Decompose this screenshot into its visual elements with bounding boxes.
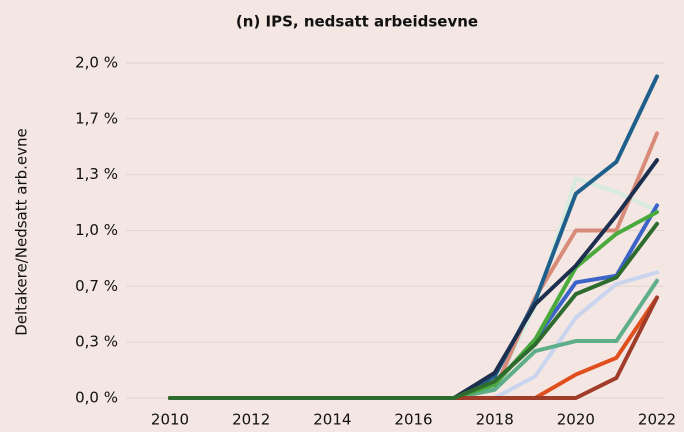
series-line — [168, 74, 659, 400]
series-line — [168, 221, 659, 400]
y-tick-label: 0,7 % — [75, 277, 118, 295]
y-tick-label: 1,3 % — [75, 165, 118, 183]
x-tick-label: 2014 — [313, 411, 351, 429]
x-tick-label: 2022 — [638, 411, 676, 429]
y-tick-label: 1,7 % — [75, 109, 118, 127]
x-tick-label: 2018 — [476, 411, 514, 429]
y-tick-label: 0,3 % — [75, 333, 118, 351]
x-tick-label: 2016 — [394, 411, 432, 429]
x-tick-label: 2012 — [232, 411, 270, 429]
series-line — [168, 176, 659, 400]
y-tick-label: 0,0 % — [75, 389, 118, 407]
y-tick-label: 1,0 % — [75, 221, 118, 239]
y-tick-label: 2,0 % — [75, 54, 118, 72]
chart-title: (n) IPS, nedsatt arbeidsevne — [236, 13, 478, 31]
series-line — [168, 278, 659, 400]
x-tick-label: 2010 — [151, 411, 189, 429]
series-line — [168, 131, 659, 400]
x-tick-label: 2020 — [557, 411, 595, 429]
y-axis-label: Deltakere/Nedsatt arb.evne — [13, 128, 31, 336]
